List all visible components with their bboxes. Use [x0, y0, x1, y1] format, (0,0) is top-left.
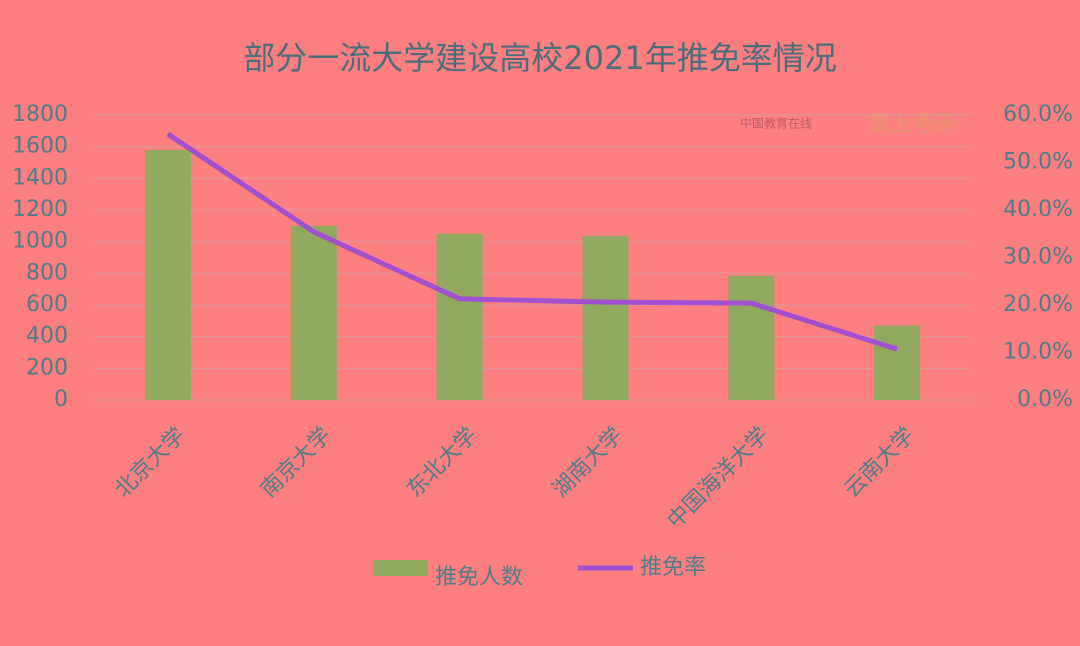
bar: [436, 233, 483, 400]
x-tick-label: 东北大学: [402, 423, 482, 503]
y2-tick-label: 20.0%: [1003, 292, 1073, 317]
y-tick-label: 1800: [12, 102, 68, 127]
x-tick-label: 中国海洋大学: [663, 423, 774, 534]
line: [166, 131, 898, 352]
y-tick-label: 800: [26, 260, 68, 285]
y-tick-label: 200: [26, 355, 68, 380]
legend-swatch: [373, 560, 428, 576]
bar: [728, 275, 775, 400]
x-tick-label: 南京大学: [256, 423, 336, 503]
y2-tick-label: 10.0%: [1003, 340, 1073, 365]
y2-tick-label: 30.0%: [1003, 245, 1073, 270]
watermark: 掌上考研: [868, 112, 956, 137]
y-tick-label: 1200: [12, 197, 68, 222]
y2-tick-label: 60.0%: [1003, 102, 1073, 127]
x-tick-label: 湖南大学: [548, 423, 628, 503]
y-tick-label: 600: [26, 292, 68, 317]
watermark: 中国教育在线: [740, 116, 812, 131]
y2-tick-label: 0.0%: [1017, 387, 1073, 412]
bar: [582, 236, 629, 400]
y-tick-label: 0: [54, 387, 68, 412]
x-tick-label: 北京大学: [110, 423, 190, 503]
x-tick-label: 云南大学: [840, 423, 920, 503]
y2-tick-label: 50.0%: [1003, 150, 1073, 175]
bar: [874, 325, 921, 400]
y-tick-label: 1600: [12, 134, 68, 159]
chart-title: 部分一流大学建设高校2021年推免率情况: [243, 39, 836, 77]
bar: [144, 149, 191, 400]
bar: [290, 225, 337, 400]
y2-tick-label: 40.0%: [1003, 197, 1073, 222]
legend-label: 推免人数: [435, 565, 523, 590]
legend-label: 推免率: [640, 555, 706, 580]
y-tick-label: 1000: [12, 229, 68, 254]
y-tick-label: 1400: [12, 165, 68, 190]
y-tick-label: 400: [26, 324, 68, 349]
